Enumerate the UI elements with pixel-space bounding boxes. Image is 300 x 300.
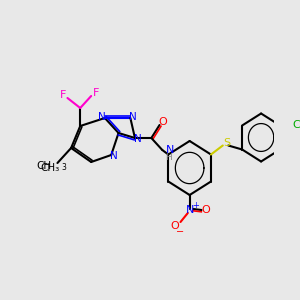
Text: CH₃: CH₃ bbox=[40, 163, 60, 173]
Text: O: O bbox=[159, 117, 168, 127]
Text: Cl: Cl bbox=[293, 121, 300, 130]
Text: 3: 3 bbox=[61, 164, 66, 172]
Text: N: N bbox=[98, 112, 106, 122]
Text: N: N bbox=[134, 134, 142, 144]
Text: N: N bbox=[110, 151, 118, 161]
Text: S: S bbox=[223, 139, 230, 148]
Text: F: F bbox=[60, 90, 66, 100]
Text: N: N bbox=[186, 205, 195, 215]
Text: F: F bbox=[92, 88, 99, 98]
Text: −: − bbox=[176, 227, 184, 237]
Text: O: O bbox=[171, 221, 179, 231]
Text: CH: CH bbox=[37, 161, 52, 171]
Text: O: O bbox=[202, 205, 210, 215]
Text: N: N bbox=[129, 112, 137, 122]
Text: H: H bbox=[165, 154, 172, 163]
Text: +: + bbox=[193, 202, 200, 211]
Text: N: N bbox=[166, 145, 174, 155]
